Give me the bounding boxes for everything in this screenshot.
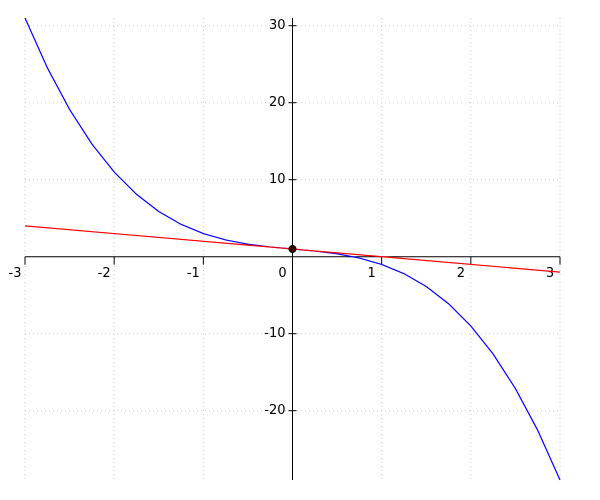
y-tick-label: -10 [264,326,285,341]
point [288,245,297,253]
x-tick-label: 3 [546,266,554,281]
x-tick-label: -2 [98,266,111,281]
y-tick-label: 20 [269,95,286,110]
x-tick-label: -3 [9,266,22,281]
x-tick-label: 0 [278,266,286,281]
x-tick-label: -1 [187,266,200,281]
x-tick-label: 1 [368,266,376,281]
y-tick-label: -20 [264,403,285,418]
x-tick-label: 2 [457,266,465,281]
y-tick-label: 30 [269,18,286,33]
y-tick-label: 10 [269,172,286,187]
